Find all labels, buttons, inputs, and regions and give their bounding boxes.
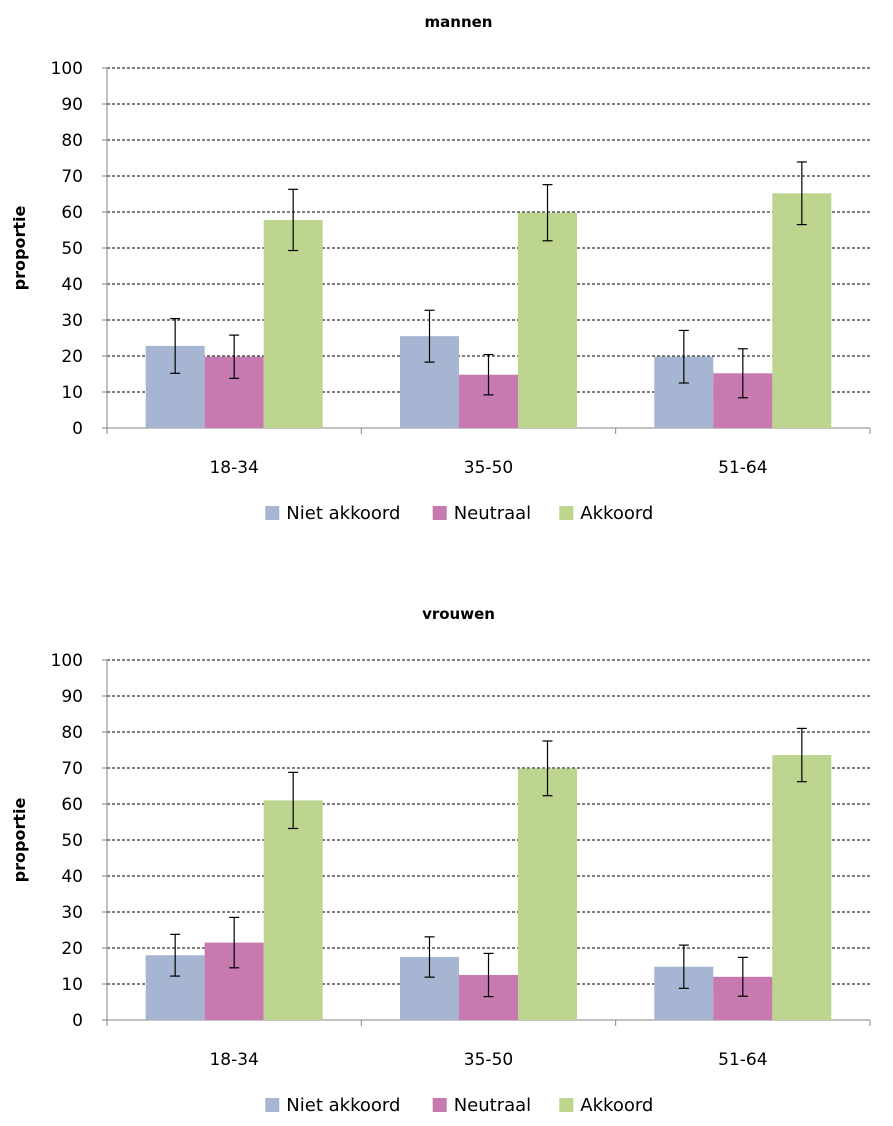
legend-item: Akkoord bbox=[559, 503, 653, 524]
y-tick-label: 10 bbox=[61, 383, 83, 403]
y-tick-label: 20 bbox=[61, 347, 83, 367]
y-tick-label: 50 bbox=[61, 831, 83, 851]
legend-swatch bbox=[433, 1098, 447, 1112]
legend-item: Niet akkoord bbox=[265, 1095, 400, 1116]
y-tick-label: 0 bbox=[72, 419, 83, 439]
chart-svg-vrouwen: vrouwen proportie 0 10 20 30 40 50 60 70 80 90 100 18… bbox=[0, 592, 893, 1126]
legend-item: Akkoord bbox=[559, 1095, 653, 1116]
category-label: 35-50 bbox=[464, 1050, 513, 1070]
legend-label: Akkoord bbox=[580, 1095, 653, 1116]
legend-label: Niet akkoord bbox=[286, 503, 400, 524]
bar bbox=[518, 213, 577, 428]
legend-label: Neutraal bbox=[454, 1095, 531, 1116]
y-axis-label: proportie bbox=[10, 798, 29, 883]
category-label: 51-64 bbox=[718, 1050, 767, 1070]
chart-mannen: mannen proportie 0 10 20 30 40 50 60 70 80 90 100 18-… bbox=[0, 0, 893, 560]
legend-swatch bbox=[265, 1098, 279, 1112]
bar bbox=[264, 800, 323, 1020]
chart-vrouwen: vrouwen proportie 0 10 20 30 40 50 60 70 80 90 100 18… bbox=[0, 592, 893, 1126]
legend-label: Neutraal bbox=[454, 503, 531, 524]
bar bbox=[772, 755, 831, 1020]
y-tick-label: 90 bbox=[61, 95, 83, 115]
legend-label: Niet akkoord bbox=[286, 1095, 400, 1116]
y-tick-label: 40 bbox=[61, 867, 83, 887]
legend-item: Neutraal bbox=[433, 503, 531, 524]
category-label: 18-34 bbox=[209, 1050, 258, 1070]
category-label: 35-50 bbox=[464, 458, 513, 478]
y-tick-label: 30 bbox=[61, 903, 83, 923]
legend-swatch bbox=[265, 506, 279, 520]
y-tick-label: 70 bbox=[61, 167, 83, 187]
y-tick-label: 60 bbox=[61, 795, 83, 815]
legend: Niet akkoord Neutraal Akkoord bbox=[265, 503, 653, 524]
y-tick-label: 40 bbox=[61, 275, 83, 295]
bar bbox=[772, 193, 831, 428]
legend: Niet akkoord Neutraal Akkoord bbox=[265, 1095, 653, 1116]
legend-item: Neutraal bbox=[433, 1095, 531, 1116]
y-tick-label: 100 bbox=[51, 59, 83, 79]
bar bbox=[518, 768, 577, 1020]
legend-item: Niet akkoord bbox=[265, 503, 400, 524]
legend-swatch bbox=[559, 1098, 573, 1112]
legend-swatch bbox=[433, 506, 447, 520]
y-tick-label: 30 bbox=[61, 311, 83, 331]
y-tick-label: 100 bbox=[51, 651, 83, 671]
y-tick-label: 80 bbox=[61, 723, 83, 743]
category-label: 51-64 bbox=[718, 458, 767, 478]
chart-title: vrouwen bbox=[422, 605, 495, 623]
chart-title: mannen bbox=[425, 13, 493, 31]
y-axis-label: proportie bbox=[10, 206, 29, 291]
bar bbox=[264, 220, 323, 428]
y-tick-label: 80 bbox=[61, 131, 83, 151]
y-tick-label: 50 bbox=[61, 239, 83, 259]
y-tick-label: 10 bbox=[61, 975, 83, 995]
category-label: 18-34 bbox=[209, 458, 258, 478]
y-tick-label: 20 bbox=[61, 939, 83, 959]
y-tick-label: 90 bbox=[61, 687, 83, 707]
legend-swatch bbox=[559, 506, 573, 520]
y-tick-label: 60 bbox=[61, 203, 83, 223]
y-tick-label: 70 bbox=[61, 759, 83, 779]
legend-label: Akkoord bbox=[580, 503, 653, 524]
chart-svg-mannen: mannen proportie 0 10 20 30 40 50 60 70 80 90 100 18-… bbox=[0, 0, 893, 560]
y-tick-label: 0 bbox=[72, 1011, 83, 1031]
